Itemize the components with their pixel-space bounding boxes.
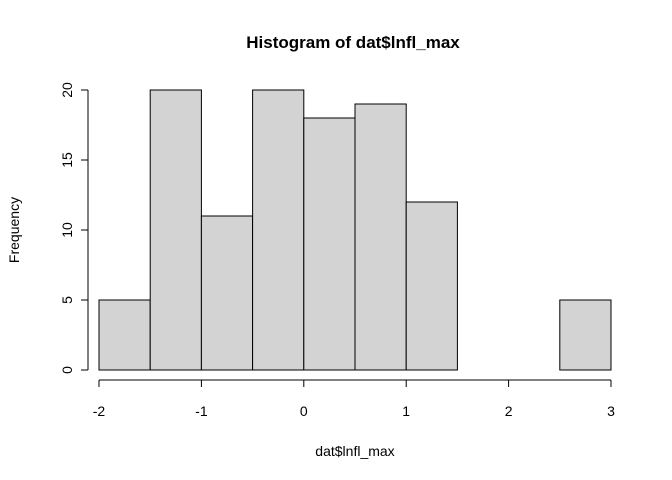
x-tick-label: 2 [505,403,513,419]
y-tick-label: 0 [59,366,75,374]
x-axis-label: dat$lnfl_max [315,443,394,459]
x-tick-label: 3 [607,403,615,419]
y-tick-label: 10 [59,222,75,238]
x-axis: -2 -1 0 1 2 3 [93,379,615,419]
y-tick-label: 5 [59,296,75,304]
histogram-bar [303,117,356,371]
x-tick-label: 1 [402,403,410,419]
histogram-bar [559,299,612,371]
x-tick-label: -2 [93,403,106,419]
histogram-bar [98,299,151,371]
y-tick-label: 20 [59,82,75,98]
y-axis-label: Frequency [6,197,22,263]
histogram-bar [405,201,458,371]
bars-group [98,89,612,371]
chart-title: Histogram of dat$lnfl_max [246,33,460,52]
histogram-bar [252,89,305,371]
histogram-bar [354,103,407,371]
x-tick-label: 0 [300,403,308,419]
y-axis: 0 5 10 15 20 [59,82,89,374]
histogram-bar [200,215,254,371]
x-tick-label: -1 [195,403,208,419]
histogram-bar [149,89,202,371]
y-tick-label: 15 [59,152,75,168]
